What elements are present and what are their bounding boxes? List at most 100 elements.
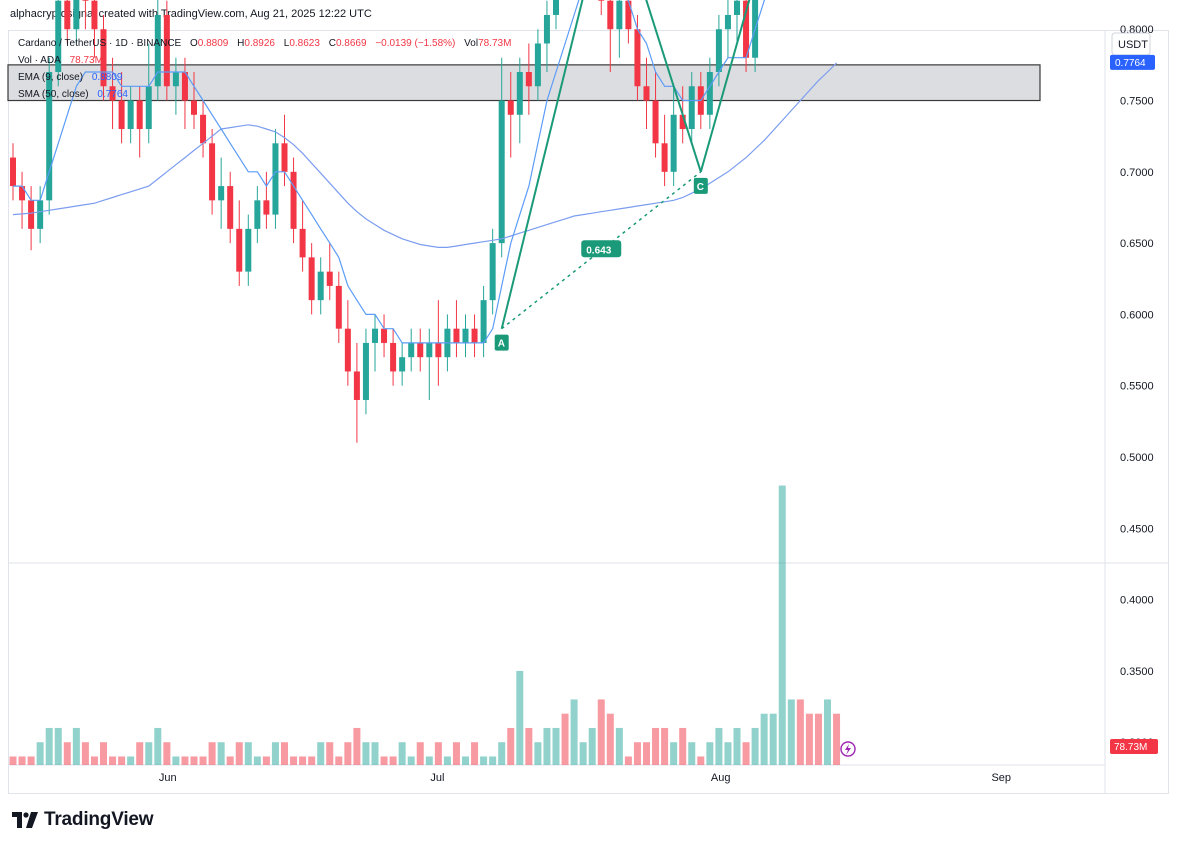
candle-body — [498, 100, 505, 244]
volume-bar — [778, 485, 786, 765]
volume-bar — [480, 756, 488, 765]
candle-body — [100, 29, 107, 87]
price-tick-label: 0.7000 — [1120, 167, 1154, 179]
candle-body — [28, 200, 35, 229]
legend-ema-value: 0.8809 — [91, 72, 123, 83]
candle-body — [254, 200, 261, 229]
candle-body — [163, 14, 170, 87]
candle-body — [299, 228, 306, 258]
volume-bar — [317, 742, 325, 765]
legend-vol-value: 78.73M — [478, 38, 512, 49]
legend-symbol[interactable]: Cardano / TetherUS · 1D · BINANCE — [18, 38, 182, 49]
candle-body — [652, 100, 659, 144]
volume-tag-label: 78.73M — [1114, 742, 1147, 753]
legend-high-label: H — [237, 38, 245, 49]
legend-low-value: 0.8623 — [289, 38, 320, 49]
candle-body — [200, 114, 207, 144]
volume-bar — [81, 742, 89, 765]
candle-body — [10, 157, 16, 187]
volume-bar — [63, 742, 71, 765]
volume-bar — [172, 756, 180, 765]
candle-body — [679, 114, 686, 130]
volume-bar — [570, 699, 578, 765]
legend-close-label: C — [328, 38, 336, 49]
sma-price-tag — [1110, 54, 1155, 70]
volume-bar — [199, 756, 207, 765]
volume-bar — [443, 756, 451, 765]
volume-bar — [670, 742, 678, 765]
candle-body — [263, 200, 270, 215]
volume-bar — [742, 742, 750, 765]
candle-body — [534, 43, 541, 87]
price-tick-label: 0.5500 — [1120, 381, 1154, 393]
volume-bar — [100, 742, 107, 765]
volume-bar — [588, 727, 596, 765]
volume-bar — [326, 742, 334, 765]
volume-bar — [154, 727, 162, 765]
candle-body — [154, 14, 161, 87]
candle-body — [390, 342, 397, 372]
volume-bar — [27, 756, 35, 765]
legend-ohlc-row: Cardano / TetherUS · 1D · BINANCE O0.880… — [18, 35, 511, 52]
candle-body — [643, 86, 650, 101]
volume-bar — [9, 756, 17, 765]
legend-volume-row[interactable]: Vol · ADA 78.73M — [18, 52, 511, 69]
volume-bar — [697, 756, 705, 765]
volume-bar — [498, 742, 506, 765]
price-tick-label: 0.4500 — [1120, 523, 1154, 535]
candle-body — [209, 143, 216, 201]
time-tick-label: Jul — [430, 772, 444, 784]
volume-bar — [833, 713, 841, 765]
volume-bar — [769, 713, 777, 765]
volume-bar — [217, 742, 225, 765]
volume-bar — [760, 713, 768, 765]
candle-body — [317, 271, 324, 301]
volume-bar — [244, 742, 252, 765]
candle-body — [625, 0, 632, 30]
volume-bar — [190, 756, 198, 765]
candle-body — [136, 100, 143, 130]
legend-ema-row[interactable]: EMA (9, close) 0.8809 — [18, 69, 511, 86]
legend-sma-label: SMA (50, close) — [18, 89, 89, 100]
candle-body — [372, 328, 378, 343]
tradingview-logo[interactable]: TradingView — [12, 809, 154, 831]
legend-low-label: L — [283, 38, 290, 49]
candle-body — [471, 328, 478, 343]
candle-body — [64, 0, 71, 30]
price-tick-label: 0.3500 — [1120, 666, 1154, 678]
candle-body — [598, 0, 605, 1]
candle-body — [19, 186, 26, 201]
volume-bar — [127, 756, 135, 765]
volume-bar — [814, 713, 822, 765]
volume-bar — [18, 756, 26, 765]
volume-bar — [787, 699, 795, 765]
candle-body — [543, 14, 550, 44]
volume-bar — [407, 756, 415, 765]
candle-body — [227, 186, 234, 229]
pattern-leg — [500, 0, 584, 329]
candle-body — [507, 100, 514, 115]
volume-bar — [253, 756, 261, 765]
legend-volume-label: Vol · ADA — [18, 55, 61, 66]
volume-bar — [226, 756, 234, 765]
legend-sma-row[interactable]: SMA (50, close) 0.7764 — [18, 86, 511, 103]
volume-bar — [661, 727, 669, 765]
pattern-ratio-label: 0.643 — [586, 245, 611, 256]
volume-bar — [543, 727, 551, 765]
volume-bar — [271, 742, 279, 765]
pattern-point-label: C — [697, 182, 704, 193]
candle-body — [525, 72, 532, 87]
chart-legend: Cardano / TetherUS · 1D · BINANCE O0.880… — [18, 35, 511, 103]
candle-body — [462, 328, 469, 343]
chart-frame — [8, 30, 1169, 794]
price-tick-label: 0.5000 — [1120, 452, 1154, 464]
pattern-ratio-badge-ac — [581, 240, 622, 258]
volume-bar — [824, 699, 831, 765]
volume-bar — [281, 742, 288, 765]
volume-bar — [733, 727, 741, 765]
volume-bar — [90, 756, 98, 765]
candle-body — [37, 200, 44, 229]
candle-body — [272, 143, 279, 215]
tradingview-brand-text: TradingView — [44, 809, 154, 830]
